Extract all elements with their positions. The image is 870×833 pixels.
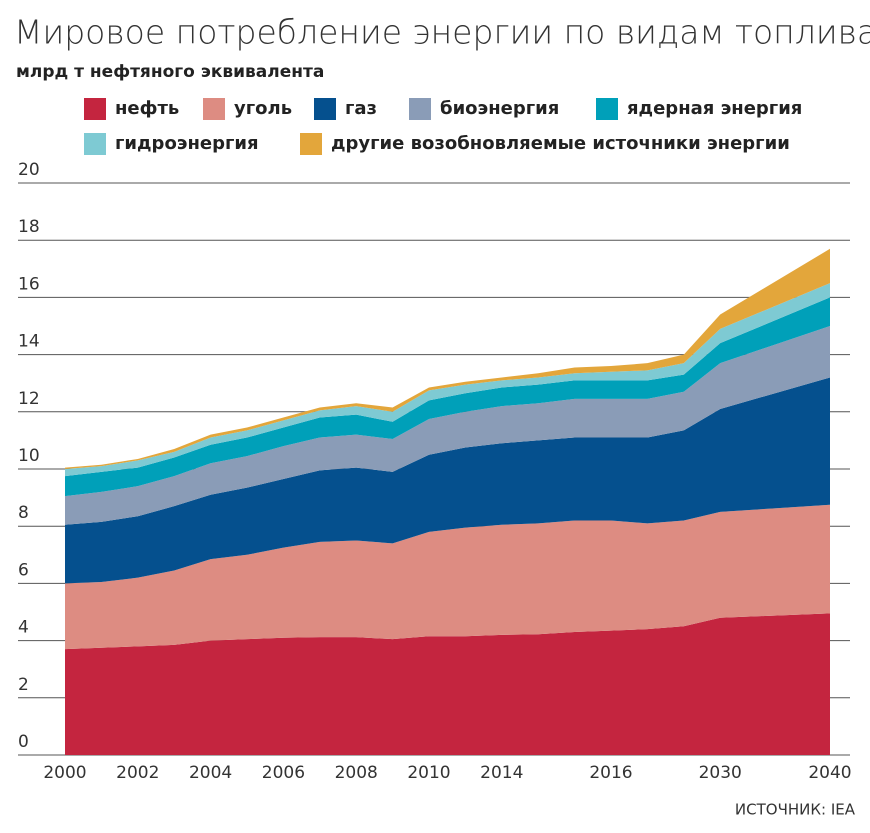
y-tick-label: 20 xyxy=(18,160,40,180)
x-tick-label: 2040 xyxy=(808,763,851,783)
x-tick-label: 2016 xyxy=(589,763,632,783)
x-tick-label: 2010 xyxy=(407,763,450,783)
area xyxy=(65,283,830,477)
y-tick-label: 0 xyxy=(18,732,29,752)
y-tick-label: 8 xyxy=(18,503,29,523)
legend-swatch xyxy=(409,98,431,120)
legend-label: ядерная энергия xyxy=(627,98,802,119)
x-tick-label: 2000 xyxy=(43,763,86,783)
chart-subtitle: млрд т нефтяного эквивалента xyxy=(16,62,324,82)
y-tick-label: 6 xyxy=(18,560,29,580)
x-tick-label: 2002 xyxy=(116,763,159,783)
chart-title: Мировое потребление энергии по видам топ… xyxy=(14,13,870,52)
area xyxy=(65,248,830,469)
y-tick-label: 12 xyxy=(18,389,40,409)
x-tick-label: 2004 xyxy=(189,763,232,783)
legend-label: биоэнергия xyxy=(440,98,559,119)
x-tick-label: 2014 xyxy=(480,763,523,783)
area xyxy=(65,326,830,525)
legend-label: уголь xyxy=(234,98,292,119)
area xyxy=(65,613,830,755)
y-tick-label: 14 xyxy=(18,332,40,352)
legend-label: газ xyxy=(345,98,377,119)
y-tick-label: 2 xyxy=(18,675,29,695)
y-tick-label: 10 xyxy=(18,446,40,466)
area xyxy=(65,377,830,584)
source: ИСТОЧНИК: IEA xyxy=(735,801,856,819)
y-tick-label: 4 xyxy=(18,618,29,638)
x-tick-label: 2006 xyxy=(262,763,305,783)
legend-swatch xyxy=(203,98,225,120)
legend-swatch xyxy=(596,98,618,120)
y-tick-label: 16 xyxy=(18,274,40,294)
x-tick-label: 2008 xyxy=(335,763,378,783)
legend-swatch xyxy=(84,98,106,120)
area xyxy=(65,504,830,650)
legend-swatch xyxy=(84,133,106,155)
legend-label: другие возобновляемые источники энергии xyxy=(331,133,790,154)
area xyxy=(65,297,830,497)
legend-label: гидроэнергия xyxy=(115,133,259,154)
x-tick-label: 2030 xyxy=(699,763,742,783)
legend-swatch xyxy=(300,133,322,155)
legend-label: нефть xyxy=(115,98,179,119)
legend-swatch xyxy=(314,98,336,120)
y-tick-label: 18 xyxy=(18,217,40,237)
